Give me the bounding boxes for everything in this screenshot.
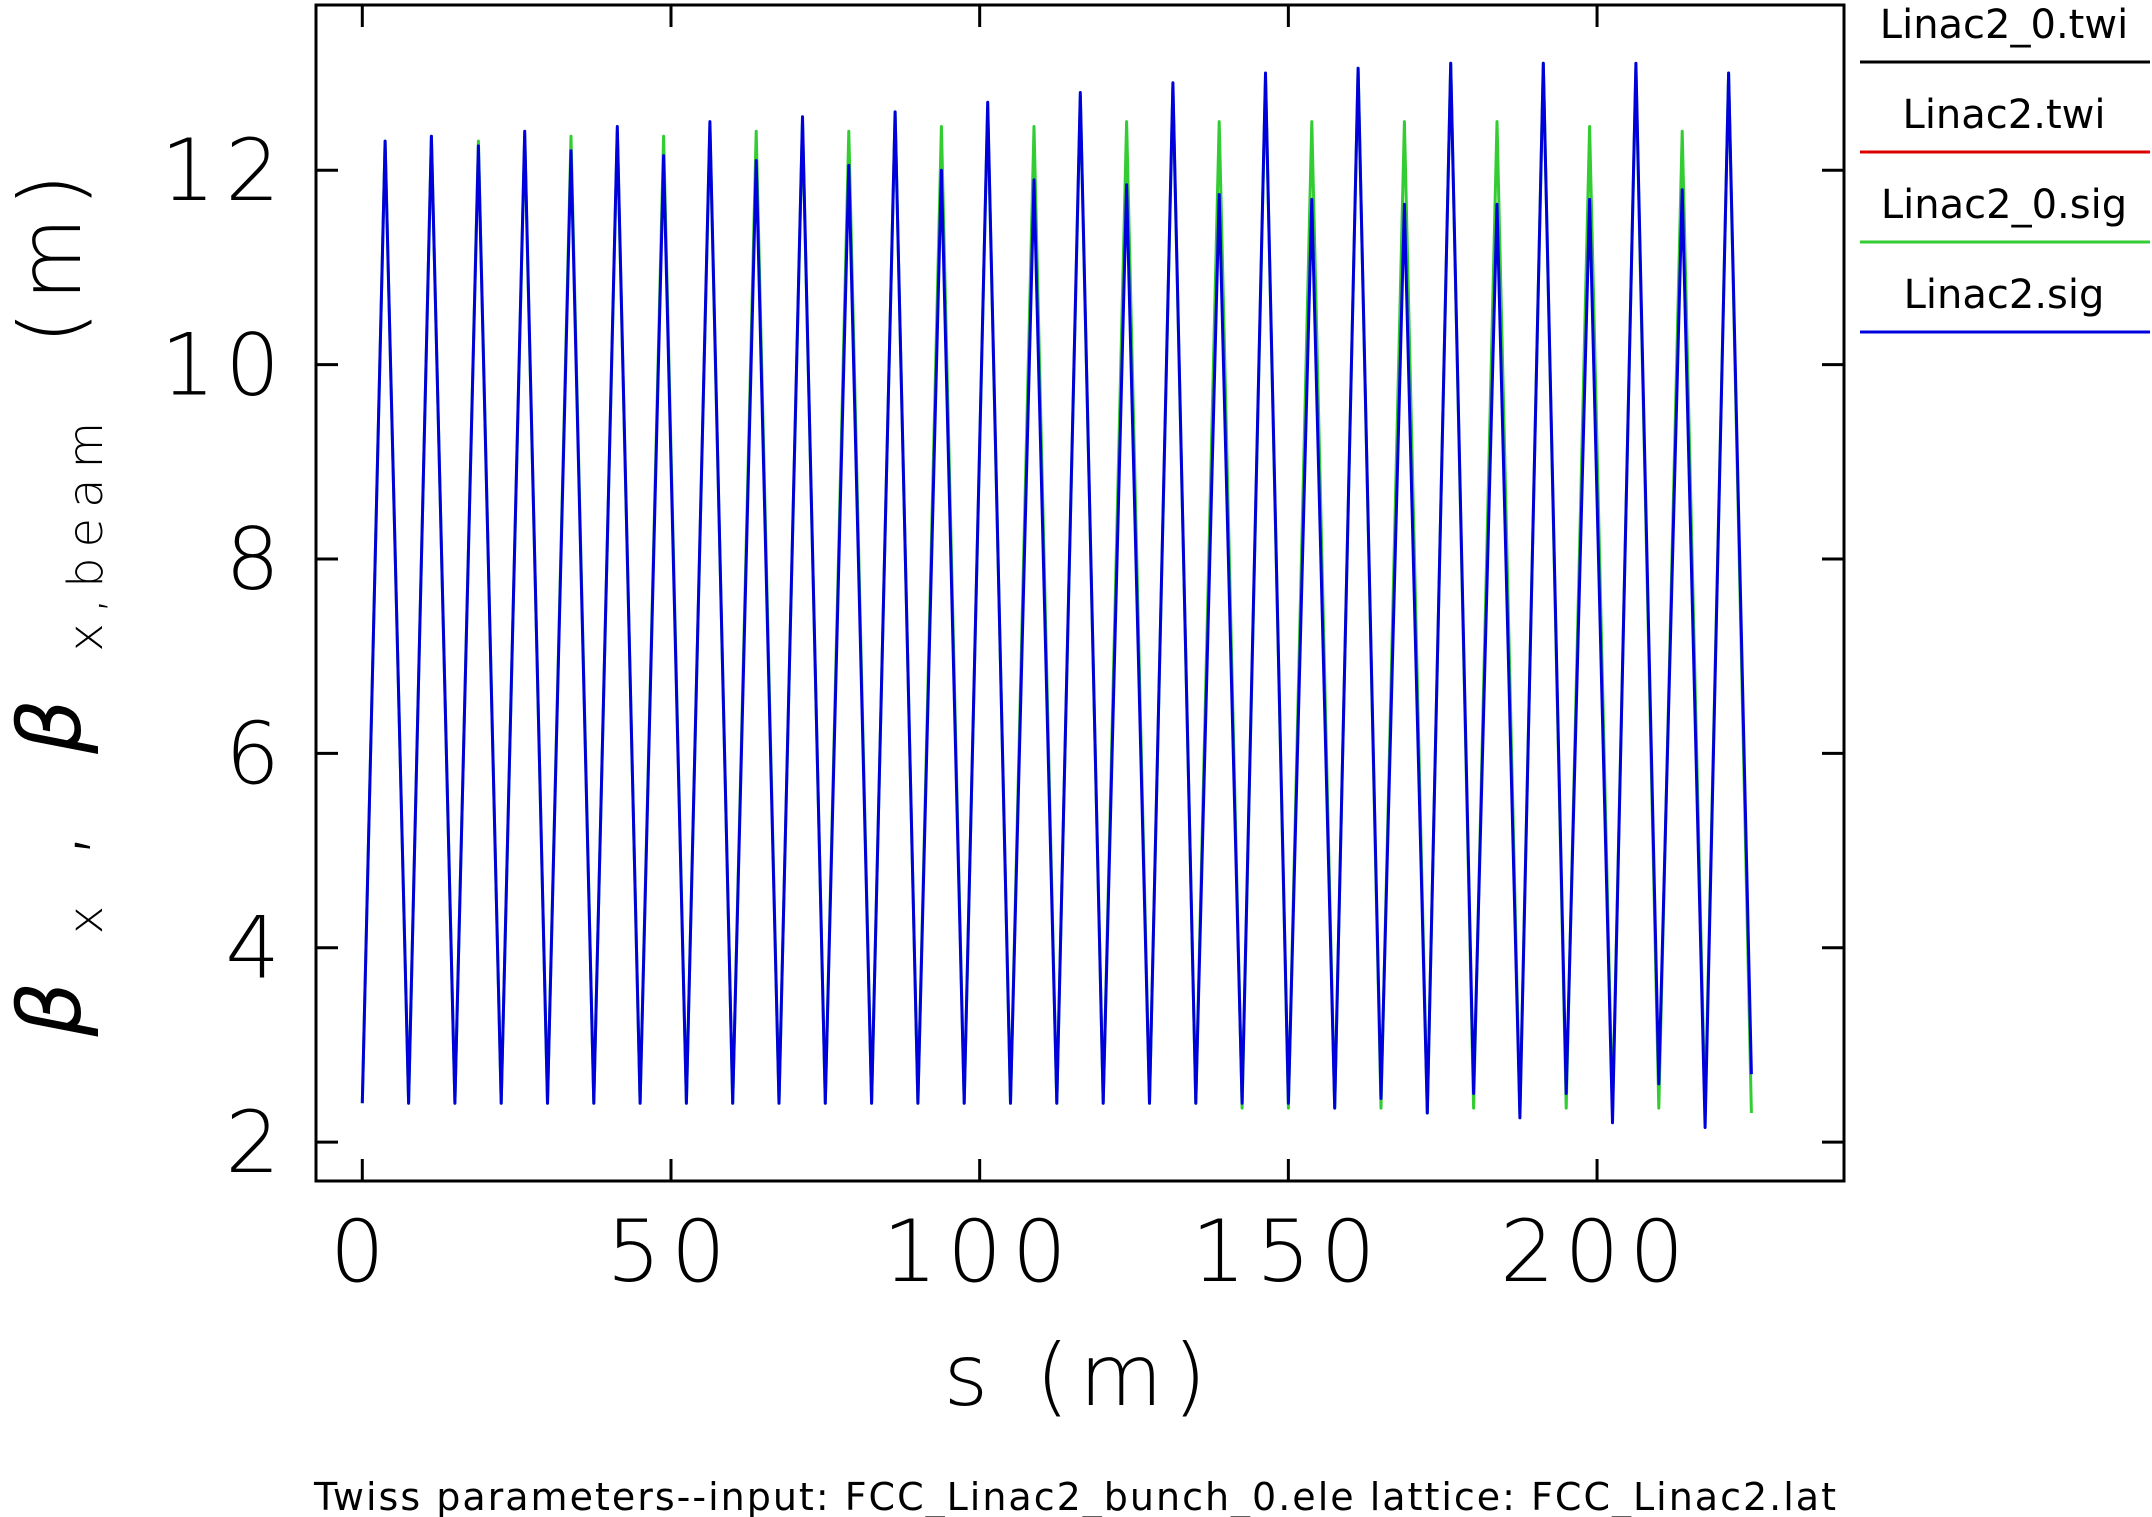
y-axis-title-beta: β [1,972,101,1038]
series-layer [360,61,1753,1129]
tick-layer: 0 50 100 150 200 2 4 6 8 10 12 [161,5,1844,1302]
legend: Linac2_0.twi Linac2.twi Linac2_0.sig Linac2… [1860,2,2150,334]
legend-label: Linac2.twi [1903,92,2106,138]
x-tick-label: 200 [1500,1202,1694,1302]
x-tick-label: 50 [606,1202,735,1302]
y-tick-label: 2 [225,1093,290,1193]
y-axis-title-sep: , [1,821,101,858]
legend-label: Linac2_0.sig [1881,182,2127,228]
y-axis-title-sub1: x [58,896,114,934]
plot-frame [314,3,1846,1183]
svg-text:β x , β: β x , β x,beam (m) [1,164,123,1038]
legend-label: Linac2_0.twi [1880,2,2128,48]
y-axis-title: β x , β x,beam (m) [1,164,123,1038]
x-axis-title: s (m) [943,1326,1216,1426]
y-tick-label: 8 [225,510,290,610]
x-tick-label: 0 [330,1202,395,1302]
x-tick-label: 100 [883,1202,1077,1302]
legend-label: Linac2.sig [1904,272,2105,318]
x-tick-label: 150 [1191,1202,1385,1302]
series-line-1 [360,61,1753,1129]
y-tick-label: 6 [225,704,290,804]
y-tick-label: 10 [161,316,290,416]
y-axis-title-beta-2: β [1,689,101,755]
chart-caption: Twiss parameters--input: FCC_Linac2_bunc… [313,1475,1838,1517]
y-tick-label: 12 [161,121,290,221]
y-tick-label: 4 [225,899,290,999]
y-axis-title-sub2: x,beam [58,412,114,652]
y-axis-title-unit: (m) [1,164,101,345]
